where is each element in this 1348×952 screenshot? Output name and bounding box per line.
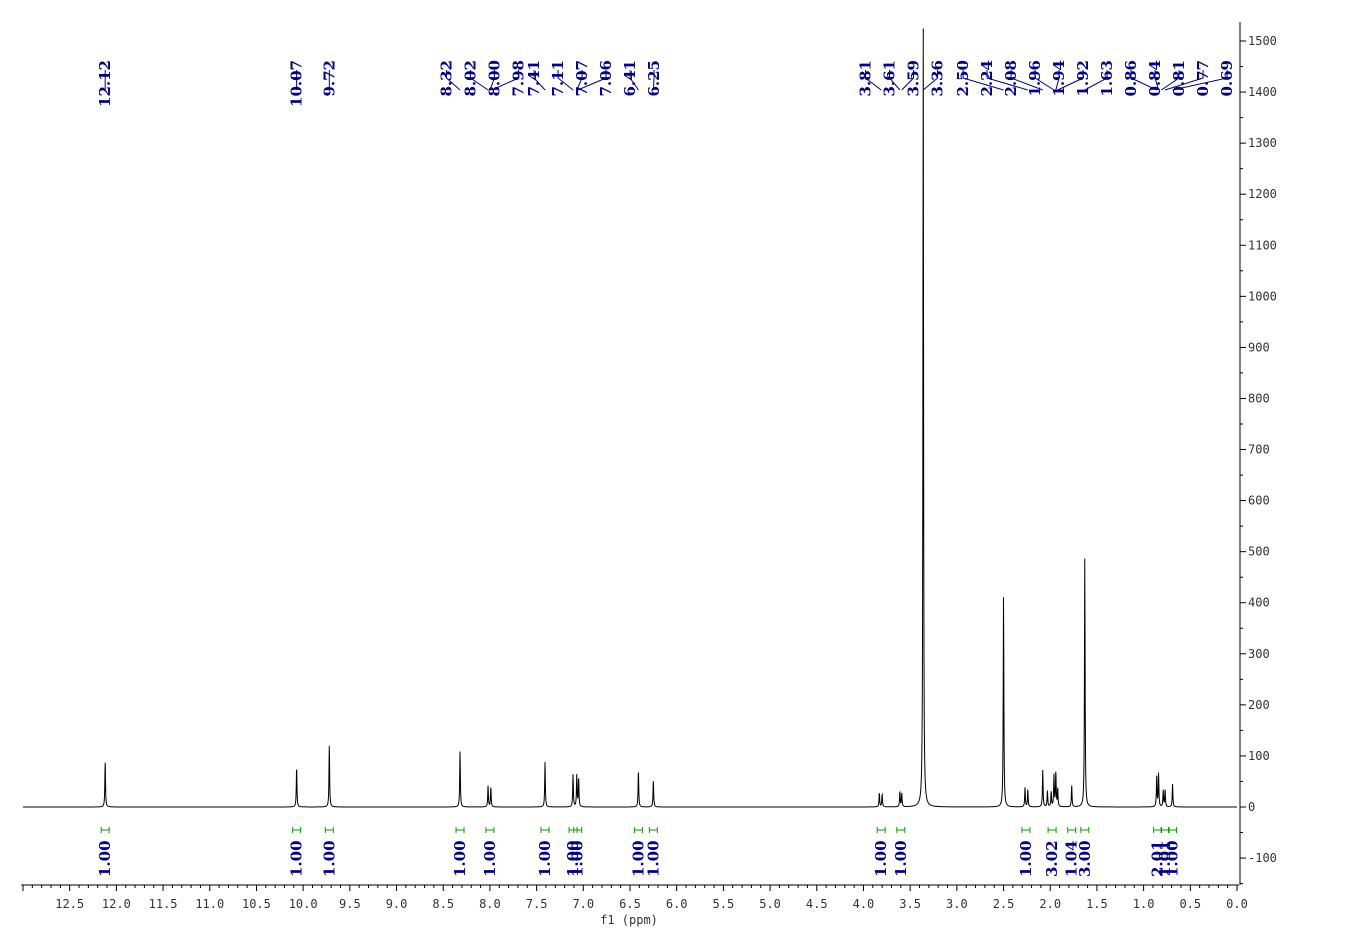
x-tick-label: 4.0 xyxy=(853,897,875,911)
x-tick-label: 1.5 xyxy=(1086,897,1108,911)
spectrum-line xyxy=(23,28,1237,808)
y-tick-label: 1200 xyxy=(1248,187,1277,201)
x-tick-label: 5.0 xyxy=(759,897,781,911)
peak-connector xyxy=(1034,70,1055,91)
y-tick-label: 1400 xyxy=(1248,85,1277,99)
integral-value: 1.00 xyxy=(1164,840,1182,877)
peak-connector xyxy=(962,70,1004,91)
peak-connector xyxy=(577,70,607,91)
y-tick-label: 900 xyxy=(1248,340,1270,354)
integral-value: 2.01 xyxy=(1149,840,1167,877)
y-tick-label: 800 xyxy=(1248,391,1270,405)
x-tick-label: 12.5 xyxy=(55,897,84,911)
x-tick-label: 1.0 xyxy=(1133,897,1155,911)
y-tick-label: 1100 xyxy=(1248,238,1277,252)
x-tick-label: 3.5 xyxy=(899,897,921,911)
integral-value: 1.00 xyxy=(288,840,306,877)
x-tick-label: 8.0 xyxy=(479,897,501,911)
integral-value: 1.00 xyxy=(481,840,499,877)
x-tick-label: 0.0 xyxy=(1226,897,1248,911)
integral-value: 1.00 xyxy=(451,840,469,877)
peak-connector xyxy=(557,70,574,91)
peak-connector xyxy=(986,70,1028,91)
y-tick-label: 1500 xyxy=(1248,34,1277,48)
x-tick-label: 12.0 xyxy=(102,897,131,911)
integral-value: 1.00 xyxy=(872,840,890,877)
integral-value: 1.00 xyxy=(564,840,582,877)
x-tick-label: 10.5 xyxy=(242,897,271,911)
peak-connector xyxy=(1084,70,1108,91)
integral-value: 3.00 xyxy=(1076,840,1094,877)
peak-connector xyxy=(533,70,546,91)
x-tick-label: 0.5 xyxy=(1179,897,1201,911)
x-tick-label: 4.5 xyxy=(806,897,828,911)
x-tick-label: 2.0 xyxy=(1039,897,1061,911)
integral-value: 1.00 xyxy=(569,840,587,877)
x-tick-label: 3.0 xyxy=(946,897,968,911)
peak-labels: 12.12 10.07 9.72 8.32 8.02 8.00 7.987.41 7.11 7.… xyxy=(96,60,1236,107)
x-tick-label: 11.0 xyxy=(195,897,224,911)
integral-value: 1.00 xyxy=(536,840,554,877)
peak-connector xyxy=(489,70,495,91)
y-tick-label: 100 xyxy=(1248,749,1270,763)
peak-connector xyxy=(1010,70,1043,91)
peak-connector xyxy=(1172,70,1228,91)
x-tick-label: 5.5 xyxy=(713,897,735,911)
peak-connector xyxy=(1057,70,1084,91)
peak-connector xyxy=(491,70,519,91)
peak-connector xyxy=(865,70,882,91)
x-tick-label: 10.0 xyxy=(289,897,318,911)
y-tick-label: -100 xyxy=(1248,851,1277,865)
x-tick-label: 7.0 xyxy=(572,897,594,911)
integral-value: 1.00 xyxy=(1017,840,1035,877)
peak-connector xyxy=(889,70,901,91)
x-tick-label: 8.5 xyxy=(432,897,454,911)
y-tick-label: 300 xyxy=(1248,647,1270,661)
integral-value: 1.00 xyxy=(892,840,910,877)
y-tick-label: 200 xyxy=(1248,698,1270,712)
peak-connector xyxy=(1055,70,1060,91)
y-tick-label: 700 xyxy=(1248,443,1270,457)
y-tick-label: 400 xyxy=(1248,596,1270,610)
peak-connector xyxy=(1130,70,1157,91)
peak-connector xyxy=(1164,70,1204,91)
integral-value: 1.00 xyxy=(320,840,338,877)
x-tick-label: 7.5 xyxy=(526,897,548,911)
integral-value: 1.01 xyxy=(1156,840,1174,877)
peak-connector xyxy=(469,70,489,91)
peak-connector xyxy=(901,70,915,91)
y-tick-label: 600 xyxy=(1248,494,1270,508)
x-tick-label: 9.5 xyxy=(339,897,361,911)
peak-connector xyxy=(576,70,583,91)
y-tick-label: 0 xyxy=(1248,800,1255,814)
x-tick-label: 9.0 xyxy=(386,897,408,911)
x-axis-title: f1 (ppm) xyxy=(600,913,658,927)
integral-value: 1.00 xyxy=(644,840,662,877)
integral-value: 3.02 xyxy=(1043,840,1061,877)
y-axis: -100 0 100 200 300 400 500 600 700 800 900 1000 1100… xyxy=(1239,22,1277,885)
x-axis: 12.5 12.0 11.5 11.0 10.5 10.0 9.5 9.0 8.5 8.0 7.5 7… xyxy=(21,884,1248,911)
y-tick-label: 500 xyxy=(1248,545,1270,559)
y-tick-label: 1300 xyxy=(1248,136,1277,150)
x-tick-label: 11.5 xyxy=(149,897,178,911)
integral-value: 1.00 xyxy=(629,840,647,877)
integral-value: 1.04 xyxy=(1063,840,1081,877)
peak-connector xyxy=(652,70,655,91)
x-tick-label: 6.5 xyxy=(619,897,641,911)
peak-connector xyxy=(922,70,939,91)
x-tick-label: 2.5 xyxy=(993,897,1015,911)
y-tick-label: 1000 xyxy=(1248,289,1277,303)
integral-value: 1.00 xyxy=(96,840,114,877)
peak-connector xyxy=(1154,70,1160,91)
peak-connector xyxy=(629,70,639,91)
peak-connector xyxy=(1161,70,1180,91)
integrals: 1.00 1.00 1.00 1.00 1.00 1.00 1.001.00 1.001.00… xyxy=(96,827,1182,877)
x-tick-label: 6.0 xyxy=(666,897,688,911)
peak-connector xyxy=(445,70,461,91)
